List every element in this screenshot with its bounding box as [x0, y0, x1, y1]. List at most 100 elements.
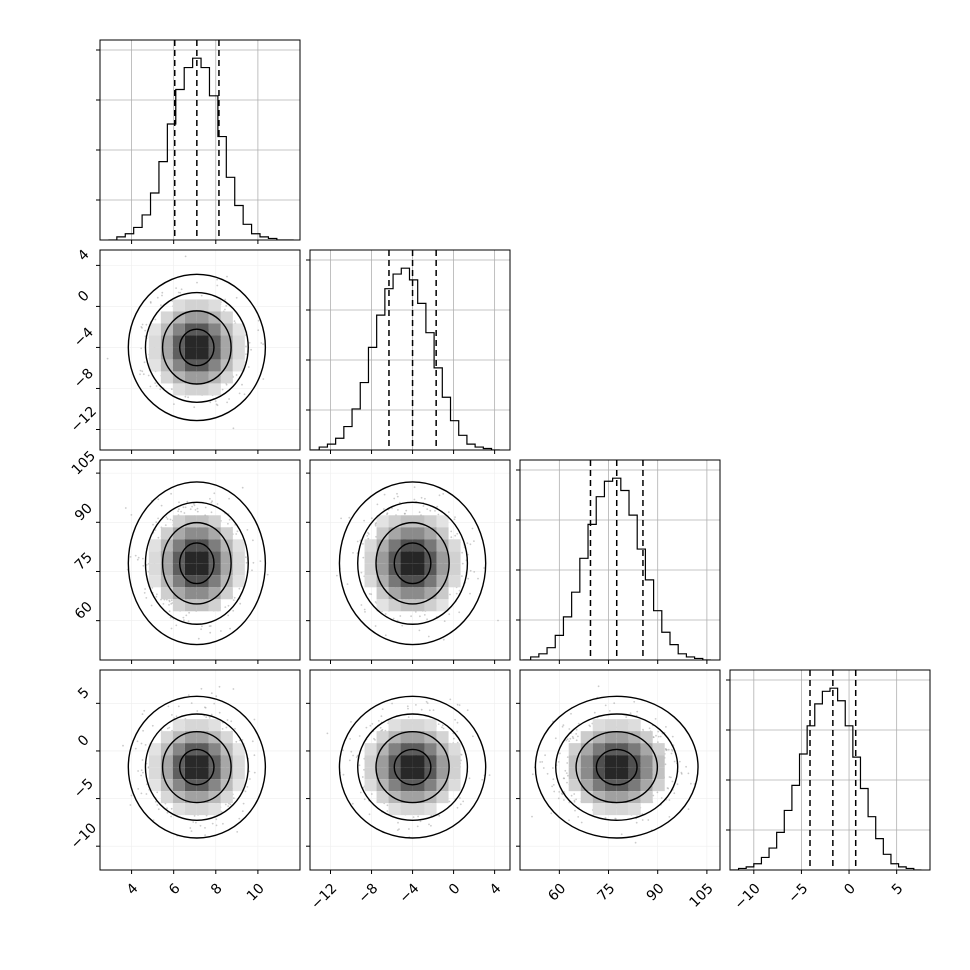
- scatter-point: [481, 778, 484, 781]
- contour-level-2: [357, 501, 469, 625]
- density-cell: [364, 563, 377, 576]
- scatter-point: [227, 522, 229, 525]
- scatter-point: [340, 517, 342, 520]
- scatter-point: [427, 635, 430, 638]
- scatter-point: [170, 627, 173, 630]
- scatter-point: [161, 291, 164, 294]
- scatter-point: [196, 510, 199, 513]
- density-cell: [160, 791, 173, 804]
- density-cell: [184, 371, 197, 384]
- scatter-point: [453, 518, 456, 521]
- density-cell: [388, 779, 401, 792]
- density-cell: [436, 731, 449, 744]
- density-cell: [172, 551, 185, 564]
- density-cell: [208, 515, 221, 528]
- scatter-point: [253, 754, 256, 757]
- scatter-point: [235, 296, 238, 299]
- scatter-point: [177, 705, 180, 708]
- contour-level-3: [338, 695, 487, 839]
- scatter-point: [225, 383, 228, 386]
- density-cell: [172, 515, 185, 528]
- density-cell: [232, 335, 245, 348]
- density-cell: [364, 755, 377, 768]
- density-cell: [232, 743, 245, 756]
- scatter-point: [356, 540, 359, 543]
- density-cell: [412, 563, 425, 576]
- contour-level-1: [375, 521, 450, 605]
- scatter-point: [397, 509, 399, 511]
- scatter-point: [391, 702, 393, 705]
- density-cell: [412, 731, 425, 744]
- scatter-point: [187, 694, 190, 696]
- scatter-point: [429, 509, 432, 512]
- scatter-point: [209, 625, 212, 627]
- scatter-point: [193, 406, 196, 409]
- scatter-point: [141, 323, 144, 326]
- density-cell: [220, 539, 233, 552]
- density-cell: [412, 587, 425, 600]
- density-cell: [388, 719, 401, 732]
- scatter-point: [242, 802, 245, 805]
- scatter-point: [159, 388, 162, 391]
- scatter-point: [156, 593, 158, 596]
- density-cell: [160, 371, 173, 384]
- scatter-point: [221, 728, 224, 730]
- scatter-point: [238, 392, 241, 395]
- density-cell: [424, 539, 437, 552]
- density-cell: [448, 551, 461, 564]
- scatter-point: [244, 334, 247, 336]
- scatter-point: [438, 494, 441, 497]
- scatter-point: [165, 516, 168, 519]
- contour-level-0: [179, 748, 215, 786]
- density-cell: [364, 551, 377, 564]
- density-cell: [208, 299, 221, 312]
- scatter-point: [448, 613, 451, 616]
- density-cell: [184, 299, 197, 312]
- density-cell: [436, 575, 449, 588]
- scatter-point: [157, 808, 160, 811]
- scatter-point: [208, 717, 211, 719]
- density-cell: [184, 335, 197, 348]
- scatter-point: [447, 511, 450, 514]
- scatter-point: [466, 709, 469, 712]
- scatter-point: [157, 536, 160, 539]
- scatter-point: [209, 631, 212, 634]
- density-cell: [196, 371, 209, 384]
- scatter-point: [453, 737, 455, 740]
- density-cell: [376, 587, 389, 600]
- density-cell: [184, 551, 197, 564]
- scatter-panel-2-1: [306, 459, 511, 664]
- scatter-point: [348, 516, 351, 519]
- density-cell: [148, 347, 161, 360]
- scatter-point: [216, 503, 219, 505]
- scatter-point: [358, 735, 361, 737]
- scatter-point: [209, 401, 212, 404]
- density-cell: [172, 539, 185, 552]
- density-cell: [184, 767, 197, 780]
- scatter-point: [401, 624, 404, 627]
- scatter-point: [216, 404, 219, 407]
- scatter-point: [200, 628, 203, 631]
- density-cell: [148, 743, 161, 756]
- scatter-point: [241, 383, 243, 386]
- scatter-point: [428, 709, 431, 712]
- scatter-point: [232, 599, 235, 601]
- scatter-point: [257, 329, 260, 332]
- scatter-point: [426, 702, 429, 704]
- scatter-point: [142, 729, 145, 732]
- density-cell: [412, 791, 425, 804]
- contour-level-0: [179, 328, 215, 367]
- scatter-point: [145, 597, 148, 599]
- scatter-point: [424, 497, 426, 500]
- scatter-point: [157, 517, 160, 520]
- panel-frame: [309, 669, 511, 871]
- scatter-point: [130, 514, 133, 516]
- scatter-point: [213, 492, 216, 495]
- scatter-point: [156, 804, 159, 806]
- scatter-point: [238, 739, 241, 742]
- scatter-point: [367, 532, 369, 534]
- density-cell: [412, 527, 425, 540]
- density-cell: [184, 719, 197, 732]
- scatter-point: [188, 611, 191, 614]
- scatter-point: [143, 592, 146, 594]
